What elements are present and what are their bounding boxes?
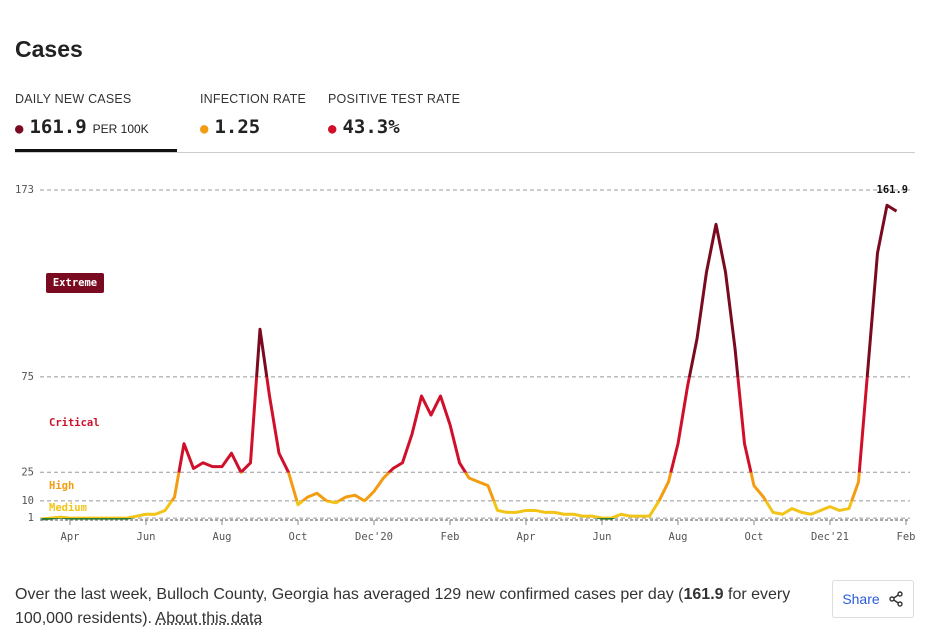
dot: ● [15, 121, 24, 137]
x-tick-label: Feb [897, 531, 916, 543]
tab-value: 1.25 [214, 116, 261, 138]
x-tick-label: Aug [669, 531, 688, 543]
x-tick-label: Jun [593, 531, 612, 543]
share-button[interactable]: Share [832, 580, 914, 618]
tab-value: 161.9 [29, 116, 87, 138]
dot: ● [328, 121, 337, 137]
tab[interactable]: DAILY NEW CASES ● 161.9 PER 100K [15, 92, 149, 138]
y-tick-label: 1 [28, 512, 34, 524]
end-value-label: 161.9 [877, 184, 909, 196]
y-tick-label: 75 [21, 371, 34, 383]
text: for every 100,000 residents). [15, 586, 791, 627]
x-tick-label: Oct [745, 531, 764, 543]
x-tick-label: Oct [289, 531, 308, 543]
level-label: High [49, 480, 74, 492]
divider [15, 152, 915, 153]
x-tick-label: Feb [441, 531, 460, 543]
link[interactable]: About this data [155, 610, 263, 627]
x-tick-label: Jun [137, 531, 156, 543]
x-tick-label: Apr [61, 531, 80, 543]
x-tick-label: Dec'21 [811, 531, 849, 543]
x-tick-label: Dec'20 [355, 531, 393, 543]
y-tick-label: 10 [21, 495, 34, 507]
tab-label: DAILY NEW CASES [15, 92, 132, 106]
y-tick-label: 173 [15, 184, 34, 196]
share-label: Share [842, 591, 880, 607]
bold-value: 161.9 [683, 586, 724, 603]
footer-text: Over the last week, Bulloch County, Geor… [15, 583, 805, 631]
x-tick-label: Aug [213, 531, 232, 543]
tab[interactable]: POSITIVE TEST RATE ● 43.3% [328, 92, 460, 138]
chart: 1 10 25 75 173 Apr Jun Aug Oct Dec'20 Feb Apr Jun Aug… [15, 184, 916, 543]
level-label: Critical [49, 417, 100, 429]
level-label: Extreme [53, 277, 97, 289]
y-tick-label: 25 [21, 466, 34, 478]
tab-unit: PER 100K [92, 122, 149, 136]
share-icon [888, 591, 903, 607]
cases-line [41, 203, 898, 521]
tab-label: POSITIVE TEST RATE [328, 92, 461, 106]
text: Over the last week, Bulloch County, Geor… [15, 586, 684, 603]
tab[interactable]: INFECTION RATE ● 1.25 [200, 92, 306, 138]
title: Cases [15, 36, 83, 62]
level-label: Medium [49, 502, 87, 514]
level-badge [46, 273, 104, 293]
x-tick-label: Apr [517, 531, 536, 543]
active-underline [15, 149, 177, 152]
tab-value: 43.3% [342, 116, 400, 138]
dot: ● [200, 121, 209, 137]
tab-label: INFECTION RATE [200, 92, 307, 106]
